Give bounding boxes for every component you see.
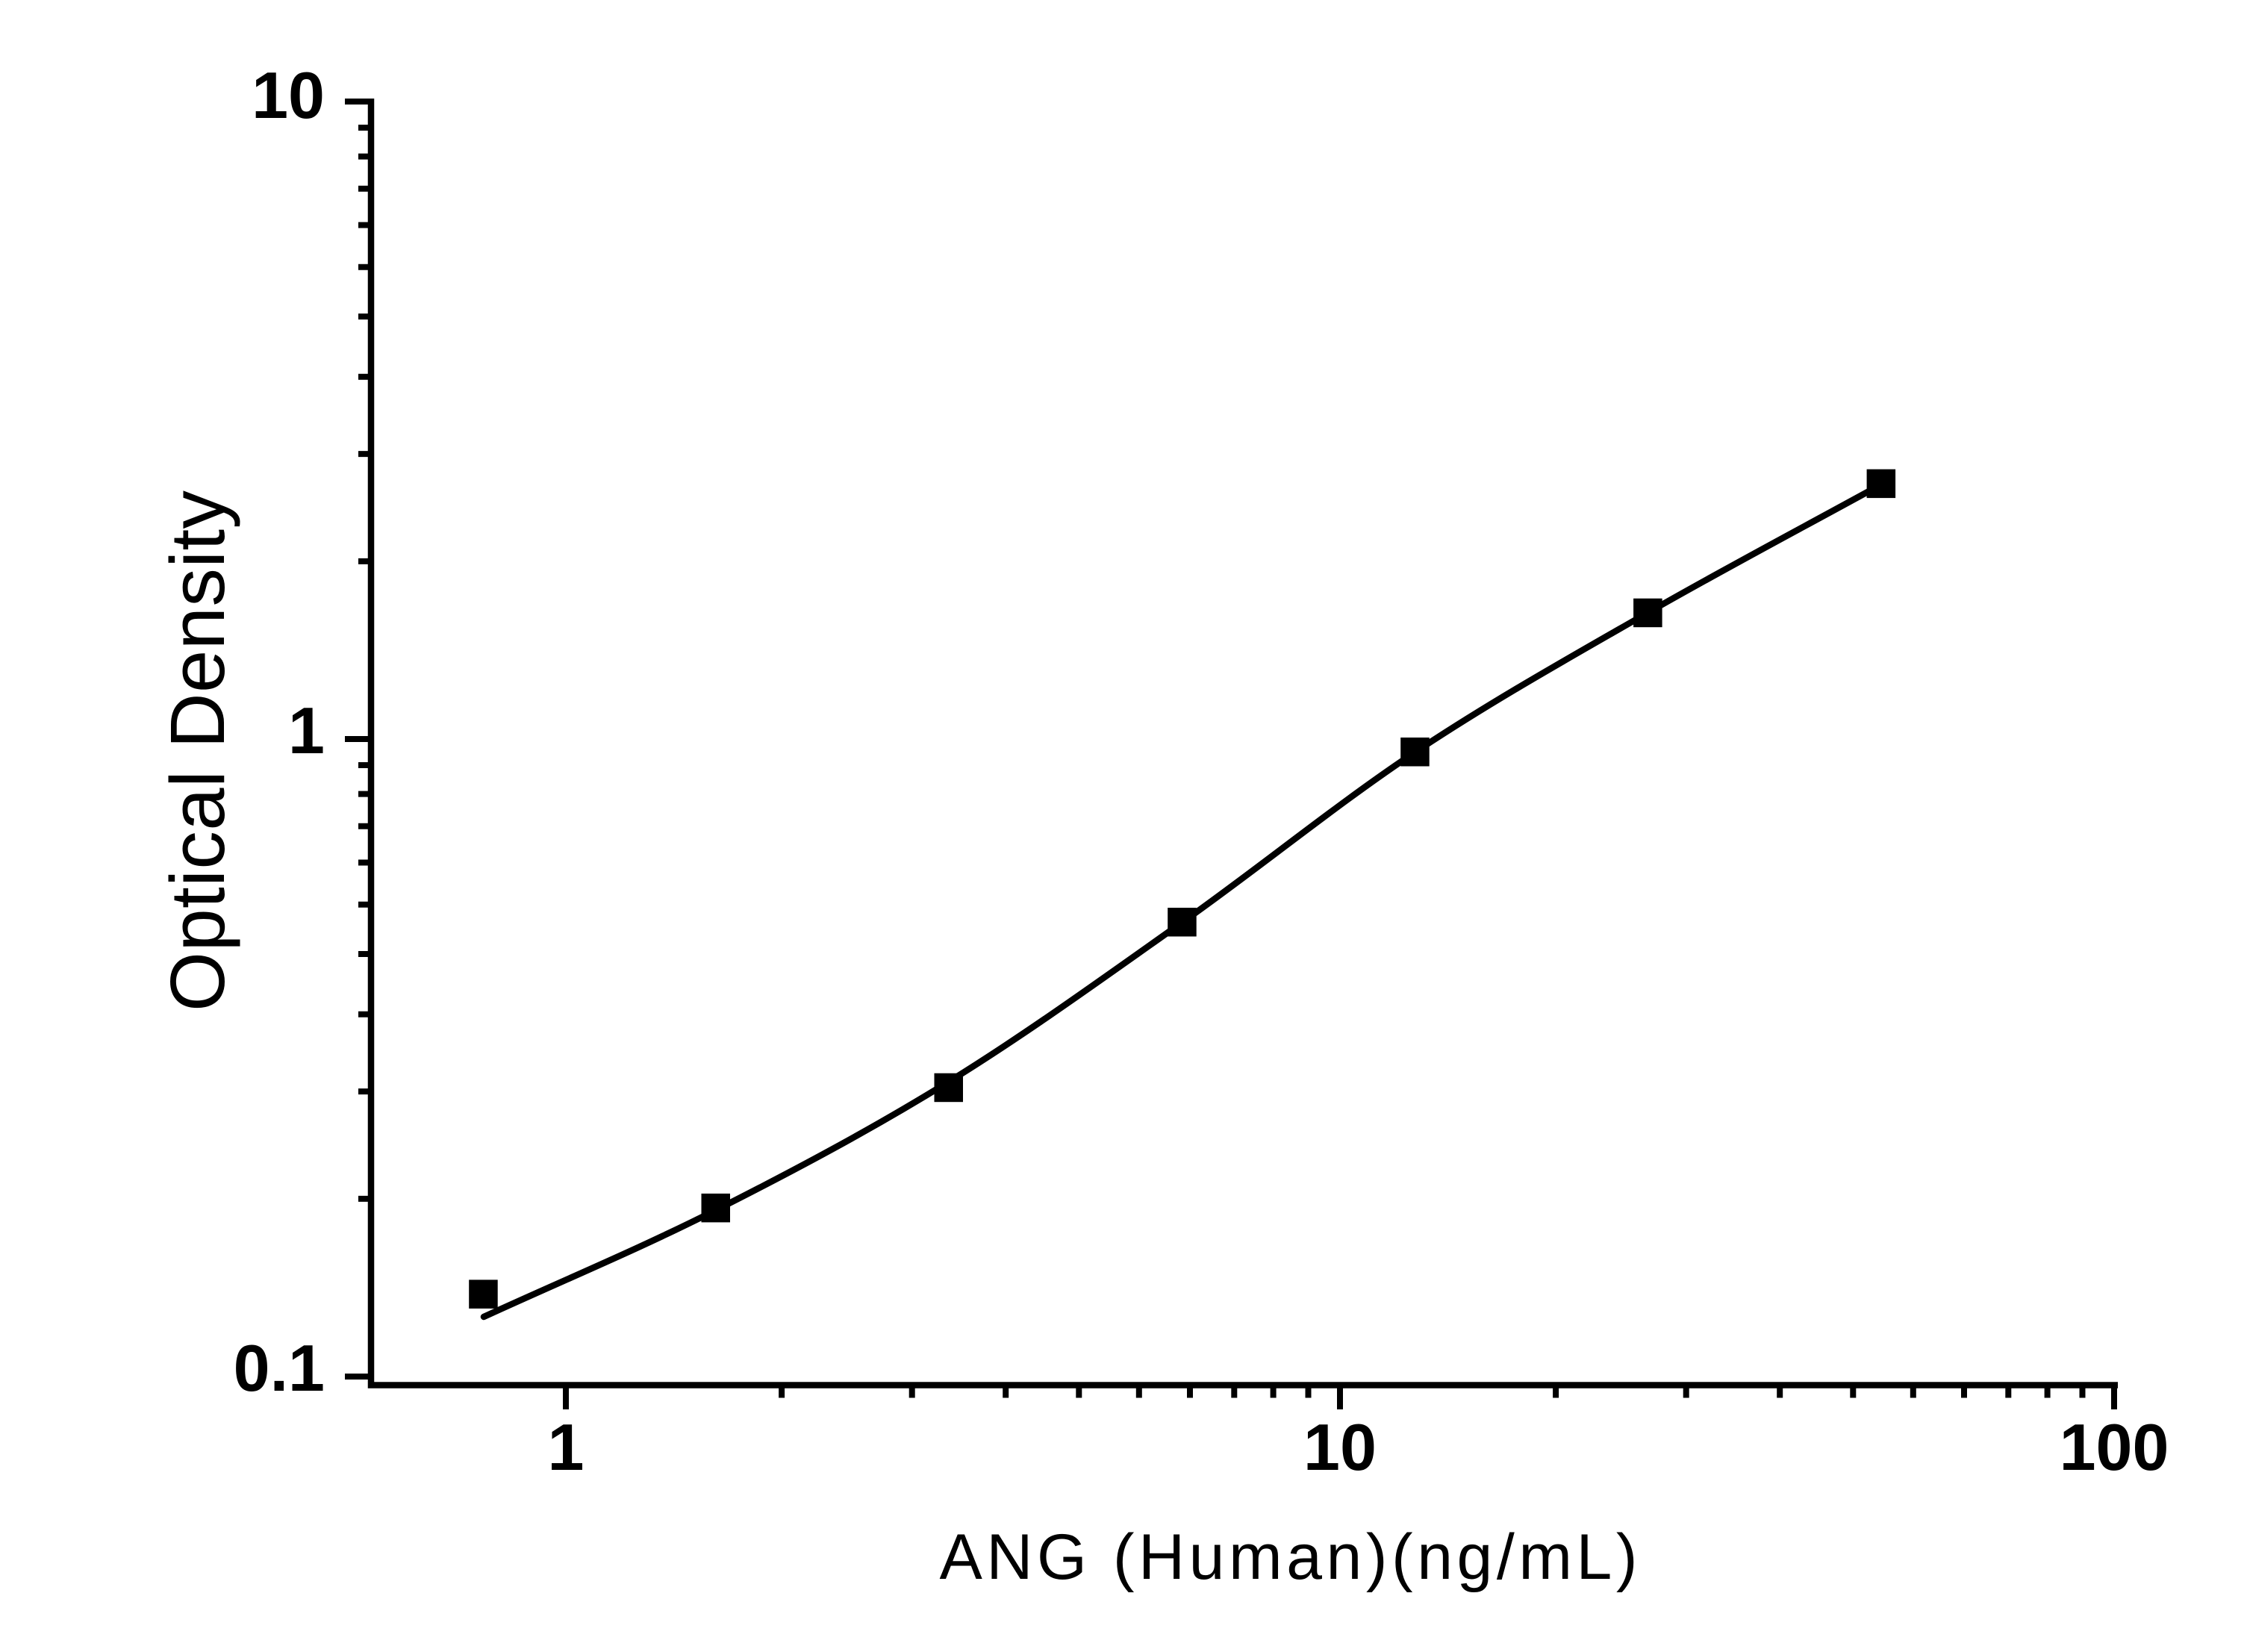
svg-text:0.1: 0.1 (234, 1331, 325, 1405)
svg-text:1: 1 (288, 693, 325, 767)
svg-text:10: 10 (252, 58, 325, 132)
svg-text:ANG (Human)(ng/mL): ANG (Human)(ng/mL) (940, 1521, 1638, 1593)
svg-text:1: 1 (548, 1410, 585, 1484)
svg-text:Optical Density: Optical Density (155, 490, 240, 1012)
svg-text:100: 100 (2060, 1410, 2169, 1484)
svg-text:10: 10 (1303, 1410, 1377, 1484)
